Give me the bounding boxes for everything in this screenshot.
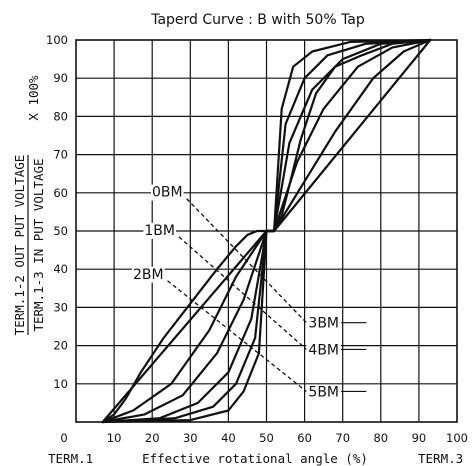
x-tick-labels: 0 10 20 30 40 50 60 70 80 90 100 — [60, 431, 468, 445]
x-tick-label: 60 — [297, 431, 312, 445]
y-tick-label: 40 — [53, 262, 68, 276]
y-tick-label: 10 — [53, 377, 68, 391]
y-axis-label-suffix: X 100% — [26, 75, 41, 121]
x-axis-label: Effective rotational angle (%) — [142, 451, 368, 466]
x-tick-label: 20 — [145, 431, 160, 445]
y-tick-label: 100 — [46, 33, 68, 47]
plot-frame — [75, 39, 458, 423]
bm-labels: 0BM 1BM 2BM 3BM 4BM 5BM — [131, 184, 367, 401]
bm-label-background — [306, 315, 342, 332]
x-tick-label: 100 — [446, 431, 468, 445]
x-tick-label: 80 — [373, 431, 388, 445]
guide-lines — [167, 198, 307, 392]
y-tick-labels: 10 20 30 40 50 60 70 80 90 100 — [46, 33, 68, 391]
y-axis-label-bottom: TERM.1-3 IN PUT VOLTAGE — [31, 158, 46, 331]
x-tick-label: 50 — [259, 431, 274, 445]
curve-tap-6 — [101, 38, 432, 424]
y-tick-label: 30 — [53, 300, 68, 314]
bm-label: 5BM — [308, 384, 339, 400]
guide-line — [167, 280, 307, 392]
bm-label: 2BM — [133, 267, 164, 283]
bm-label-background — [306, 384, 342, 401]
x-tick-label: 70 — [335, 431, 350, 445]
bm-label-background — [150, 184, 184, 201]
curves — [101, 38, 432, 424]
bm-label-background — [143, 222, 176, 239]
bm-label: 1BM — [144, 223, 175, 239]
bm-label: 0BM — [152, 185, 183, 201]
chart-title: Taperd Curve : B with 50% Tap — [150, 12, 365, 28]
y-tick-label: 70 — [53, 148, 68, 162]
x-tick-label: 40 — [221, 431, 236, 445]
y-axis-label-top: TERM.1-2 OUT PUT VOLTAGE — [12, 155, 27, 336]
y-tick-label: 90 — [53, 71, 68, 85]
x-tick-label: 90 — [412, 431, 427, 445]
x-tick-label: 30 — [183, 431, 198, 445]
grid — [76, 40, 457, 422]
y-tick-label: 80 — [53, 109, 68, 123]
x-tick-label: 10 — [107, 431, 122, 445]
y-tick-label: 60 — [53, 186, 68, 200]
bm-label-background — [306, 342, 342, 359]
x-axis-right-label: TERM.3 — [418, 451, 463, 466]
y-tick-label: 20 — [53, 339, 68, 353]
guide-line — [178, 236, 307, 350]
x-tick-label: 0 — [60, 431, 67, 445]
bm-label: 4BM — [308, 342, 339, 358]
y-tick-label: 50 — [53, 224, 68, 238]
x-axis-left-label: TERM.1 — [48, 451, 93, 466]
bm-label: 3BM — [308, 316, 339, 332]
bm-label-background — [131, 266, 165, 283]
guide-line — [186, 198, 307, 324]
